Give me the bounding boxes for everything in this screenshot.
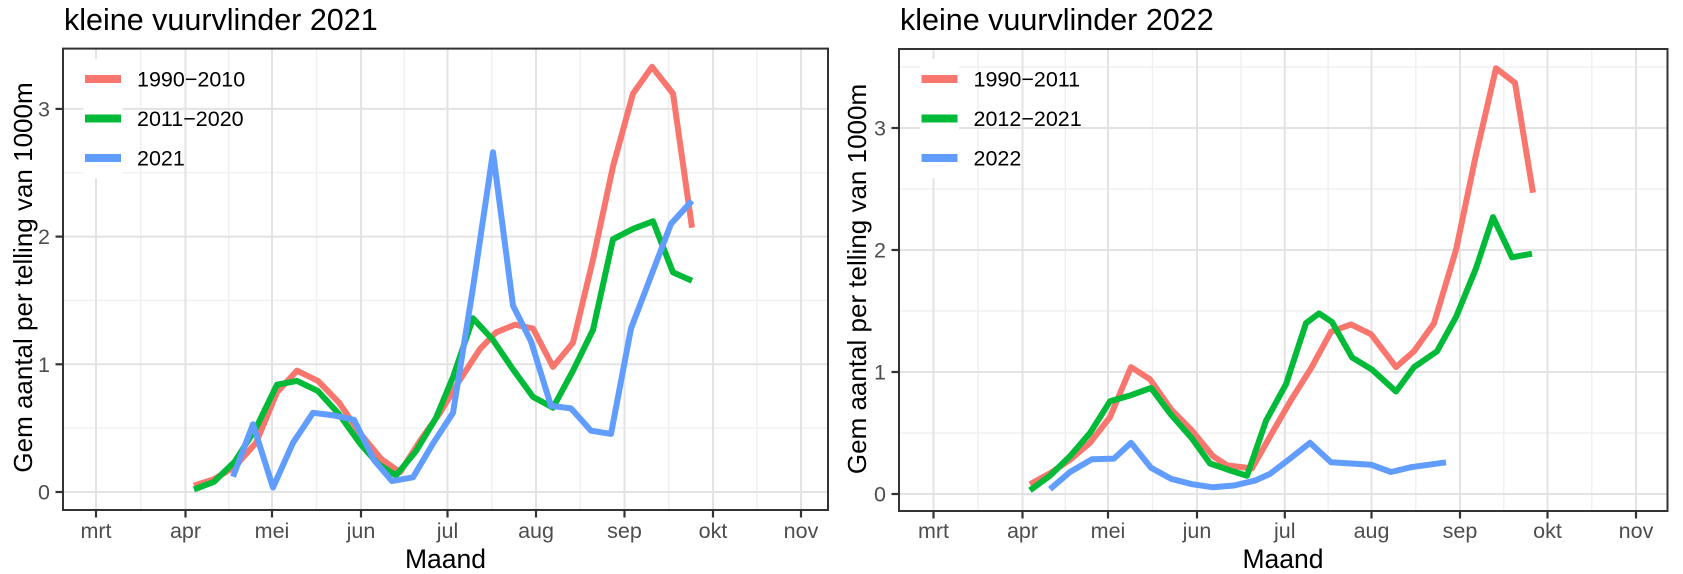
svg-text:3: 3 — [38, 97, 50, 121]
svg-text:2011−2020: 2011−2020 — [137, 107, 244, 131]
svg-text:2: 2 — [874, 239, 886, 263]
svg-text:1: 1 — [38, 353, 50, 377]
svg-text:jul: jul — [436, 519, 459, 543]
svg-text:kleine vuurvlinder 2021: kleine vuurvlinder 2021 — [64, 3, 378, 37]
svg-text:0: 0 — [38, 481, 50, 505]
svg-text:kleine vuurvlinder 2022: kleine vuurvlinder 2022 — [900, 3, 1214, 37]
svg-text:mei: mei — [1091, 519, 1126, 543]
svg-text:mei: mei — [255, 519, 290, 543]
svg-text:3: 3 — [874, 117, 886, 141]
svg-text:aug: aug — [1354, 519, 1390, 543]
svg-text:mrt: mrt — [80, 519, 111, 543]
svg-text:apr: apr — [170, 519, 201, 543]
svg-text:Gem aantal per telling van 100: Gem aantal per telling van 1000m — [842, 84, 872, 474]
svg-text:mrt: mrt — [918, 519, 949, 543]
svg-text:nov: nov — [784, 519, 819, 543]
svg-text:nov: nov — [1619, 519, 1654, 543]
svg-text:Maand: Maand — [1242, 544, 1323, 574]
svg-text:okt: okt — [699, 519, 728, 543]
svg-text:sep: sep — [1443, 519, 1478, 543]
svg-text:2022: 2022 — [974, 147, 1022, 171]
svg-text:aug: aug — [518, 519, 554, 543]
svg-text:1990−2010: 1990−2010 — [137, 68, 245, 92]
svg-text:2: 2 — [38, 225, 50, 249]
svg-text:jun: jun — [1182, 519, 1212, 543]
svg-text:0: 0 — [874, 483, 886, 507]
svg-text:sep: sep — [607, 519, 642, 543]
svg-text:jul: jul — [1273, 519, 1296, 543]
svg-text:1990−2011: 1990−2011 — [974, 68, 1081, 92]
svg-text:1: 1 — [874, 361, 886, 385]
svg-text:okt: okt — [1533, 519, 1562, 543]
svg-text:jun: jun — [346, 519, 376, 543]
svg-text:apr: apr — [1007, 519, 1038, 543]
svg-text:Gem aantal per telling van 100: Gem aantal per telling van 1000m — [8, 82, 38, 472]
svg-text:Maand: Maand — [405, 544, 486, 574]
svg-text:2021: 2021 — [137, 147, 185, 171]
svg-text:2012−2021: 2012−2021 — [974, 107, 1082, 131]
